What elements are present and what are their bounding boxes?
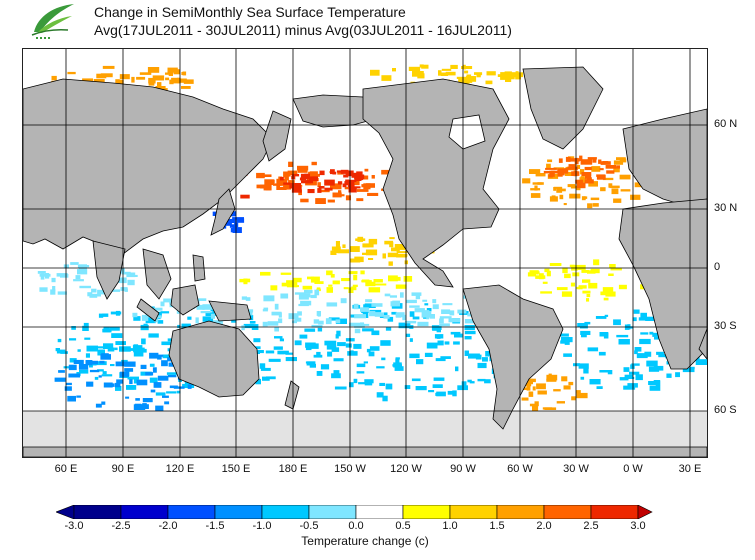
colorbar-tick-label: -0.5 bbox=[299, 520, 319, 532]
lat-label-equator: 0 bbox=[714, 261, 721, 273]
colorbar bbox=[56, 505, 653, 519]
colorbar-swatch bbox=[543, 505, 592, 519]
africa bbox=[618, 198, 707, 370]
colorbar-tick-label: 1.0 bbox=[442, 520, 458, 532]
lat-lon-grid bbox=[23, 49, 707, 457]
land-masses bbox=[23, 66, 707, 457]
lon-label-120w: 120 W bbox=[390, 463, 422, 475]
borneo bbox=[170, 284, 200, 316]
colorbar-tick-label: 0.0 bbox=[348, 520, 364, 532]
colorbar-tick-label: 3.0 bbox=[630, 520, 646, 532]
colorbar-swatch bbox=[214, 505, 263, 519]
lat-label-60s: 60 S bbox=[714, 404, 737, 416]
leaf-logo-icon bbox=[31, 4, 74, 39]
lon-label-60w: 60 W bbox=[507, 463, 533, 475]
chart-subtitle: Avg(17JUL2011 - 30JUL2011) minus Avg(03J… bbox=[94, 22, 512, 38]
colorbar-swatch bbox=[167, 505, 216, 519]
colorbar-swatch bbox=[120, 505, 169, 519]
australia bbox=[168, 320, 260, 398]
map-canvas bbox=[23, 49, 707, 457]
colorbar-tick-label: -2.0 bbox=[158, 520, 178, 532]
colorbar-tick-label: -2.5 bbox=[111, 520, 131, 532]
colorbar-tick-label: 0.5 bbox=[395, 520, 411, 532]
colorbar-tick-label: -1.5 bbox=[205, 520, 225, 532]
sumatra bbox=[136, 298, 160, 322]
colorbar-tick-label: -3.0 bbox=[64, 520, 84, 532]
colorbar-swatch bbox=[590, 505, 639, 519]
new-guinea bbox=[208, 300, 252, 322]
colorbar-swatch bbox=[308, 505, 357, 519]
lon-label-30e: 30 E bbox=[678, 463, 702, 475]
colorbar-label: Temperature change (c) bbox=[301, 534, 429, 548]
greenland bbox=[522, 66, 604, 150]
lon-label-30w: 30 W bbox=[563, 463, 589, 475]
sst-anomaly-map bbox=[22, 48, 708, 458]
lon-label-90w: 90 W bbox=[450, 463, 476, 475]
lat-label-30n: 30 N bbox=[714, 202, 738, 214]
lat-label-60n: 60 N bbox=[714, 118, 738, 130]
southeast-asia bbox=[142, 248, 172, 300]
chart-title: Change in SemiMonthly Sea Surface Temper… bbox=[94, 4, 406, 20]
japan-islands bbox=[210, 188, 236, 236]
colorbar-swatch bbox=[73, 505, 122, 519]
colorbar-min-arrow bbox=[56, 505, 75, 519]
lon-label-90e: 90 E bbox=[111, 463, 135, 475]
lon-label-150w: 150 W bbox=[334, 463, 366, 475]
madagascar bbox=[698, 328, 707, 360]
colorbar-tick-label: 2.5 bbox=[583, 520, 599, 532]
lon-label-150e: 150 E bbox=[221, 463, 251, 475]
colorbar-swatch bbox=[261, 505, 310, 519]
indian-subcontinent bbox=[92, 240, 126, 300]
colorbar-swatch bbox=[402, 505, 451, 519]
kamchatka bbox=[262, 110, 292, 162]
colorbar-tick-label: 1.5 bbox=[489, 520, 505, 532]
colorbar-max-arrow bbox=[637, 505, 653, 519]
colorbar-swatch bbox=[355, 505, 404, 519]
colorbar-swatch bbox=[496, 505, 545, 519]
lon-label-180e: 180 E bbox=[278, 463, 308, 475]
colorbar-swatch bbox=[449, 505, 498, 519]
hudson-bay bbox=[448, 114, 486, 150]
south-america bbox=[462, 284, 564, 430]
lat-label-30s: 30 S bbox=[714, 320, 737, 332]
antarctica-edge bbox=[23, 446, 707, 457]
lon-label-0w: 0 W bbox=[623, 463, 643, 475]
colorbar-tick-label: -1.0 bbox=[252, 520, 272, 532]
colorbar-tick-label: 2.0 bbox=[536, 520, 552, 532]
lon-label-120e: 120 E bbox=[165, 463, 195, 475]
alaska bbox=[292, 94, 376, 128]
lon-label-60e: 60 E bbox=[54, 463, 78, 475]
